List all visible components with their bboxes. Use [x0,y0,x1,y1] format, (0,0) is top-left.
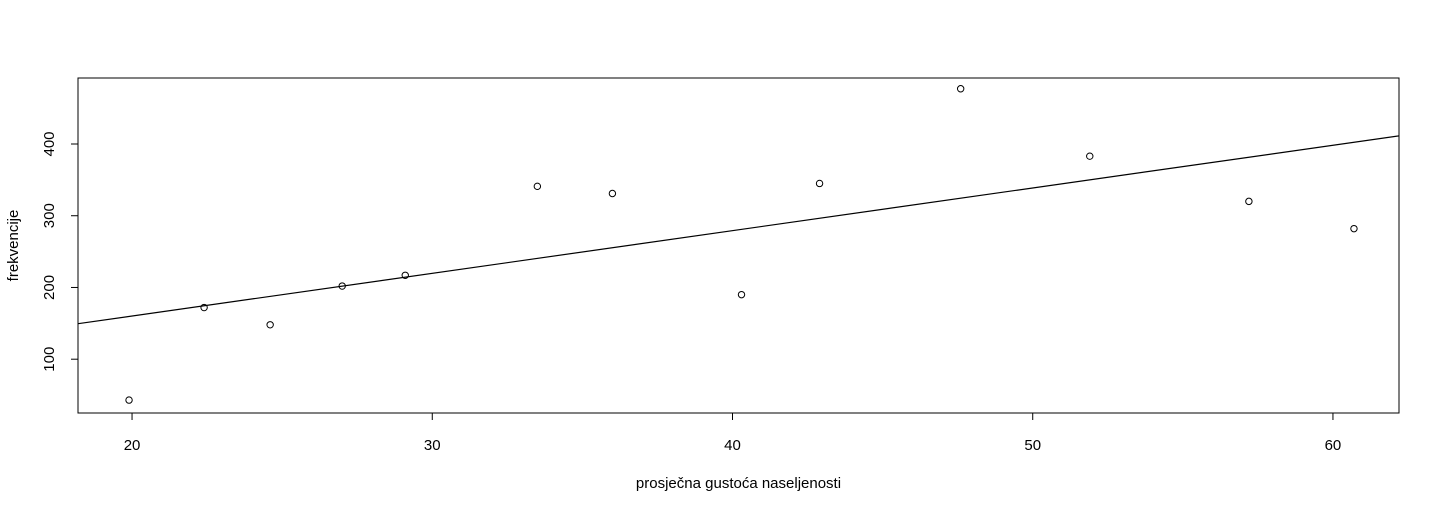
data-points [125,85,1358,404]
data-point [266,321,274,329]
x-tick-label: 40 [724,437,741,454]
x-tick-label: 20 [124,437,141,454]
y-tick-label: 400 [41,131,58,156]
y-tick-label: 200 [41,275,58,300]
y-axis: 100 200 300 400 [41,131,78,372]
y-tick-label: 300 [41,203,58,228]
x-tick-label: 60 [1325,437,1342,454]
y-tick-label: 100 [41,347,58,372]
x-axis: 20 30 40 50 60 [124,413,1342,454]
x-tick-label: 30 [424,437,441,454]
x-axis-title: prosječna gustoća naseljenosti [636,475,841,492]
data-point [338,282,346,290]
data-point [533,182,542,191]
data-point [200,303,208,312]
data-point [1245,197,1253,206]
y-axis-title: frekvencije [5,210,22,282]
plot-frame [77,77,1400,414]
regression-line [78,135,1399,325]
data-point [956,85,965,93]
data-point [401,271,409,279]
data-point [1086,152,1094,160]
data-point [608,189,617,198]
x-tick-label: 50 [1024,437,1041,454]
data-point [125,396,133,404]
data-point [815,179,824,188]
data-point [737,290,746,299]
data-point [1350,224,1358,233]
